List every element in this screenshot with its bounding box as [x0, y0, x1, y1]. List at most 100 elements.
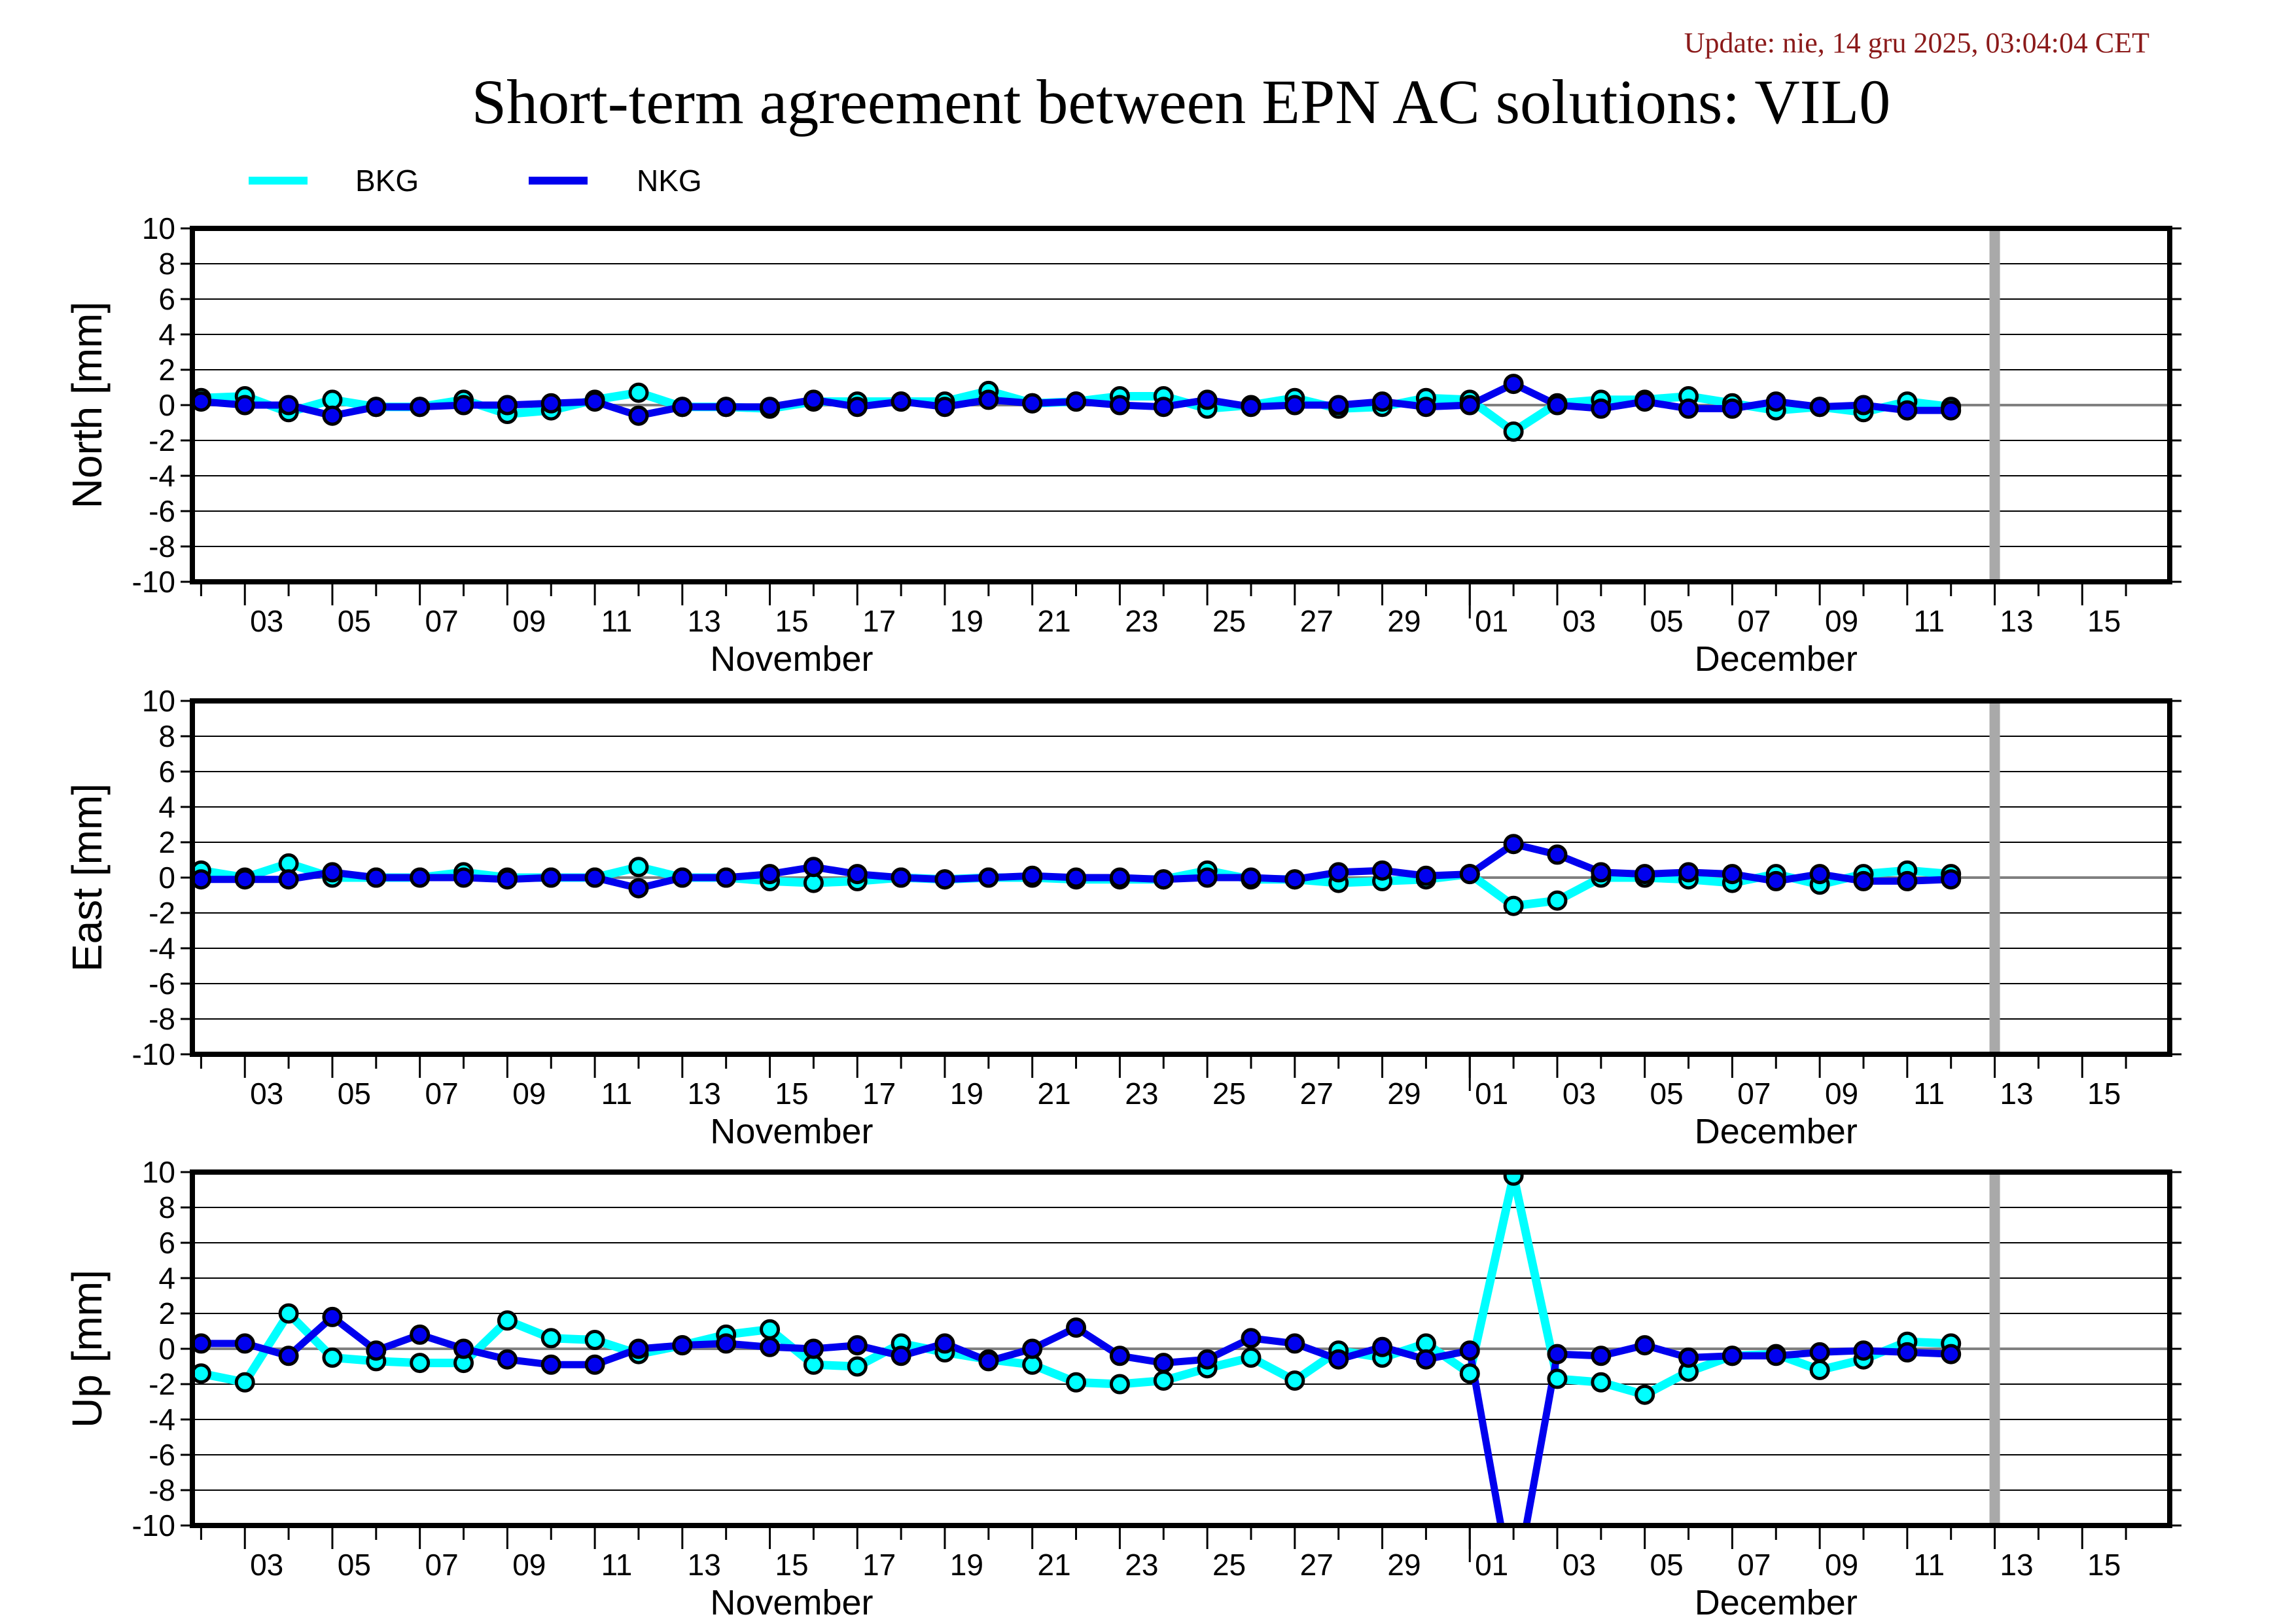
y-tick-label: 4	[158, 317, 175, 351]
point-nkg	[234, 395, 255, 416]
point-nkg	[1505, 1588, 1522, 1605]
y-tick-label: -10	[132, 1037, 175, 1071]
point-nkg	[1547, 395, 1568, 416]
point-bkg	[1634, 1384, 1655, 1405]
point-nkg	[1591, 862, 1612, 883]
x-tick-label: 11	[601, 1548, 633, 1582]
y-tick-label: 6	[158, 282, 175, 316]
x-tick-label: 15	[2087, 1548, 2121, 1582]
point-nkg	[1897, 400, 1918, 421]
y-tick-label: 0	[158, 861, 175, 895]
y-tick-label: -2	[149, 896, 175, 930]
x-tick-label: 25	[1212, 1077, 1246, 1111]
point-nkg	[1241, 397, 1262, 418]
y-tick-label: -10	[132, 1508, 175, 1543]
point-nkg	[1634, 1335, 1655, 1356]
point-bkg	[1241, 1347, 1262, 1368]
x-tick-label: 15	[2087, 1077, 2121, 1111]
y-tick-label: -10	[132, 565, 175, 599]
x-tick-label: 01	[1475, 1548, 1508, 1582]
y-tick-label: 6	[158, 1226, 175, 1260]
point-nkg	[628, 405, 649, 426]
point-bkg	[497, 1310, 518, 1331]
point-nkg	[1022, 393, 1043, 414]
point-nkg	[1722, 864, 1742, 885]
series-group	[192, 834, 1962, 916]
y-tick-label: 2	[158, 353, 175, 387]
point-bkg	[1591, 1372, 1612, 1393]
point-bkg	[540, 1328, 561, 1349]
point-nkg	[891, 1346, 911, 1366]
point-bkg	[1809, 1359, 1830, 1380]
x-tick-label: 05	[338, 604, 371, 638]
point-nkg	[192, 391, 211, 412]
x-tick-label: 07	[425, 1548, 459, 1582]
point-nkg	[1284, 395, 1305, 416]
point-nkg	[540, 867, 561, 888]
point-nkg	[716, 1333, 737, 1354]
point-bkg	[847, 1356, 868, 1377]
point-nkg	[453, 867, 474, 888]
x-tick-label: 09	[1825, 604, 1858, 638]
chart-title: Short-term agreement between EPN AC solu…	[472, 67, 1891, 137]
point-bkg	[1459, 1363, 1480, 1384]
point-nkg	[1459, 395, 1480, 416]
point-nkg	[1941, 400, 1962, 421]
x-tick-label: 03	[1563, 1077, 1596, 1111]
x-tick-label: 07	[425, 604, 459, 638]
y-tick-label: -8	[149, 1002, 175, 1036]
point-nkg	[1634, 864, 1655, 885]
point-nkg	[628, 1338, 649, 1359]
point-nkg	[410, 867, 431, 888]
plot-frame	[190, 698, 2172, 1057]
y-tick-label: 10	[142, 1155, 175, 1189]
point-nkg	[1459, 864, 1480, 885]
y-tick-label: -6	[149, 967, 175, 1001]
y-tick-label: -8	[149, 1473, 175, 1507]
point-nkg	[192, 869, 211, 890]
month-label-november: November	[710, 639, 873, 679]
point-nkg	[1897, 870, 1918, 891]
x-tick-label: 23	[1125, 604, 1158, 638]
point-nkg	[1853, 1340, 1874, 1361]
point-nkg	[672, 867, 693, 888]
x-tick-label: 21	[1038, 1548, 1071, 1582]
point-bkg	[1066, 1372, 1087, 1393]
point-bkg	[1109, 1374, 1130, 1395]
point-nkg	[1241, 1328, 1262, 1349]
point-nkg	[1066, 1317, 1087, 1338]
point-nkg	[540, 393, 561, 414]
point-nkg	[1591, 1346, 1612, 1366]
point-nkg	[410, 1324, 431, 1345]
y-tick-label: -2	[149, 1367, 175, 1401]
y-tick-label: 8	[158, 719, 175, 753]
point-nkg	[1153, 397, 1174, 418]
point-nkg	[1853, 870, 1874, 891]
y-tick-label: 0	[158, 388, 175, 422]
x-tick-label: 17	[862, 1548, 896, 1582]
point-nkg	[1415, 865, 1436, 886]
y-axis-label: East [mm]	[63, 783, 111, 972]
point-bkg	[1503, 895, 1524, 916]
x-tick-label: 29	[1387, 604, 1421, 638]
point-nkg	[1022, 865, 1043, 886]
point-bkg	[234, 1372, 255, 1393]
x-tick-label: 11	[1913, 1548, 1945, 1582]
point-bkg	[1547, 1368, 1568, 1389]
point-nkg	[1284, 869, 1305, 890]
point-nkg	[1678, 862, 1699, 883]
x-tick-label: 27	[1300, 604, 1333, 638]
point-nkg	[497, 1349, 518, 1370]
point-nkg	[1284, 1333, 1305, 1354]
point-nkg	[584, 867, 605, 888]
point-nkg	[1547, 1344, 1568, 1364]
x-tick-label: 27	[1300, 1548, 1333, 1582]
point-nkg	[1765, 1346, 1786, 1366]
x-tick-label: 09	[512, 604, 546, 638]
point-nkg	[1722, 1346, 1742, 1366]
point-nkg	[1372, 860, 1393, 881]
point-nkg	[1941, 1344, 1962, 1364]
y-tick-label: 2	[158, 1296, 175, 1330]
y-tick-label: -4	[149, 459, 175, 493]
point-bkg	[628, 382, 649, 403]
